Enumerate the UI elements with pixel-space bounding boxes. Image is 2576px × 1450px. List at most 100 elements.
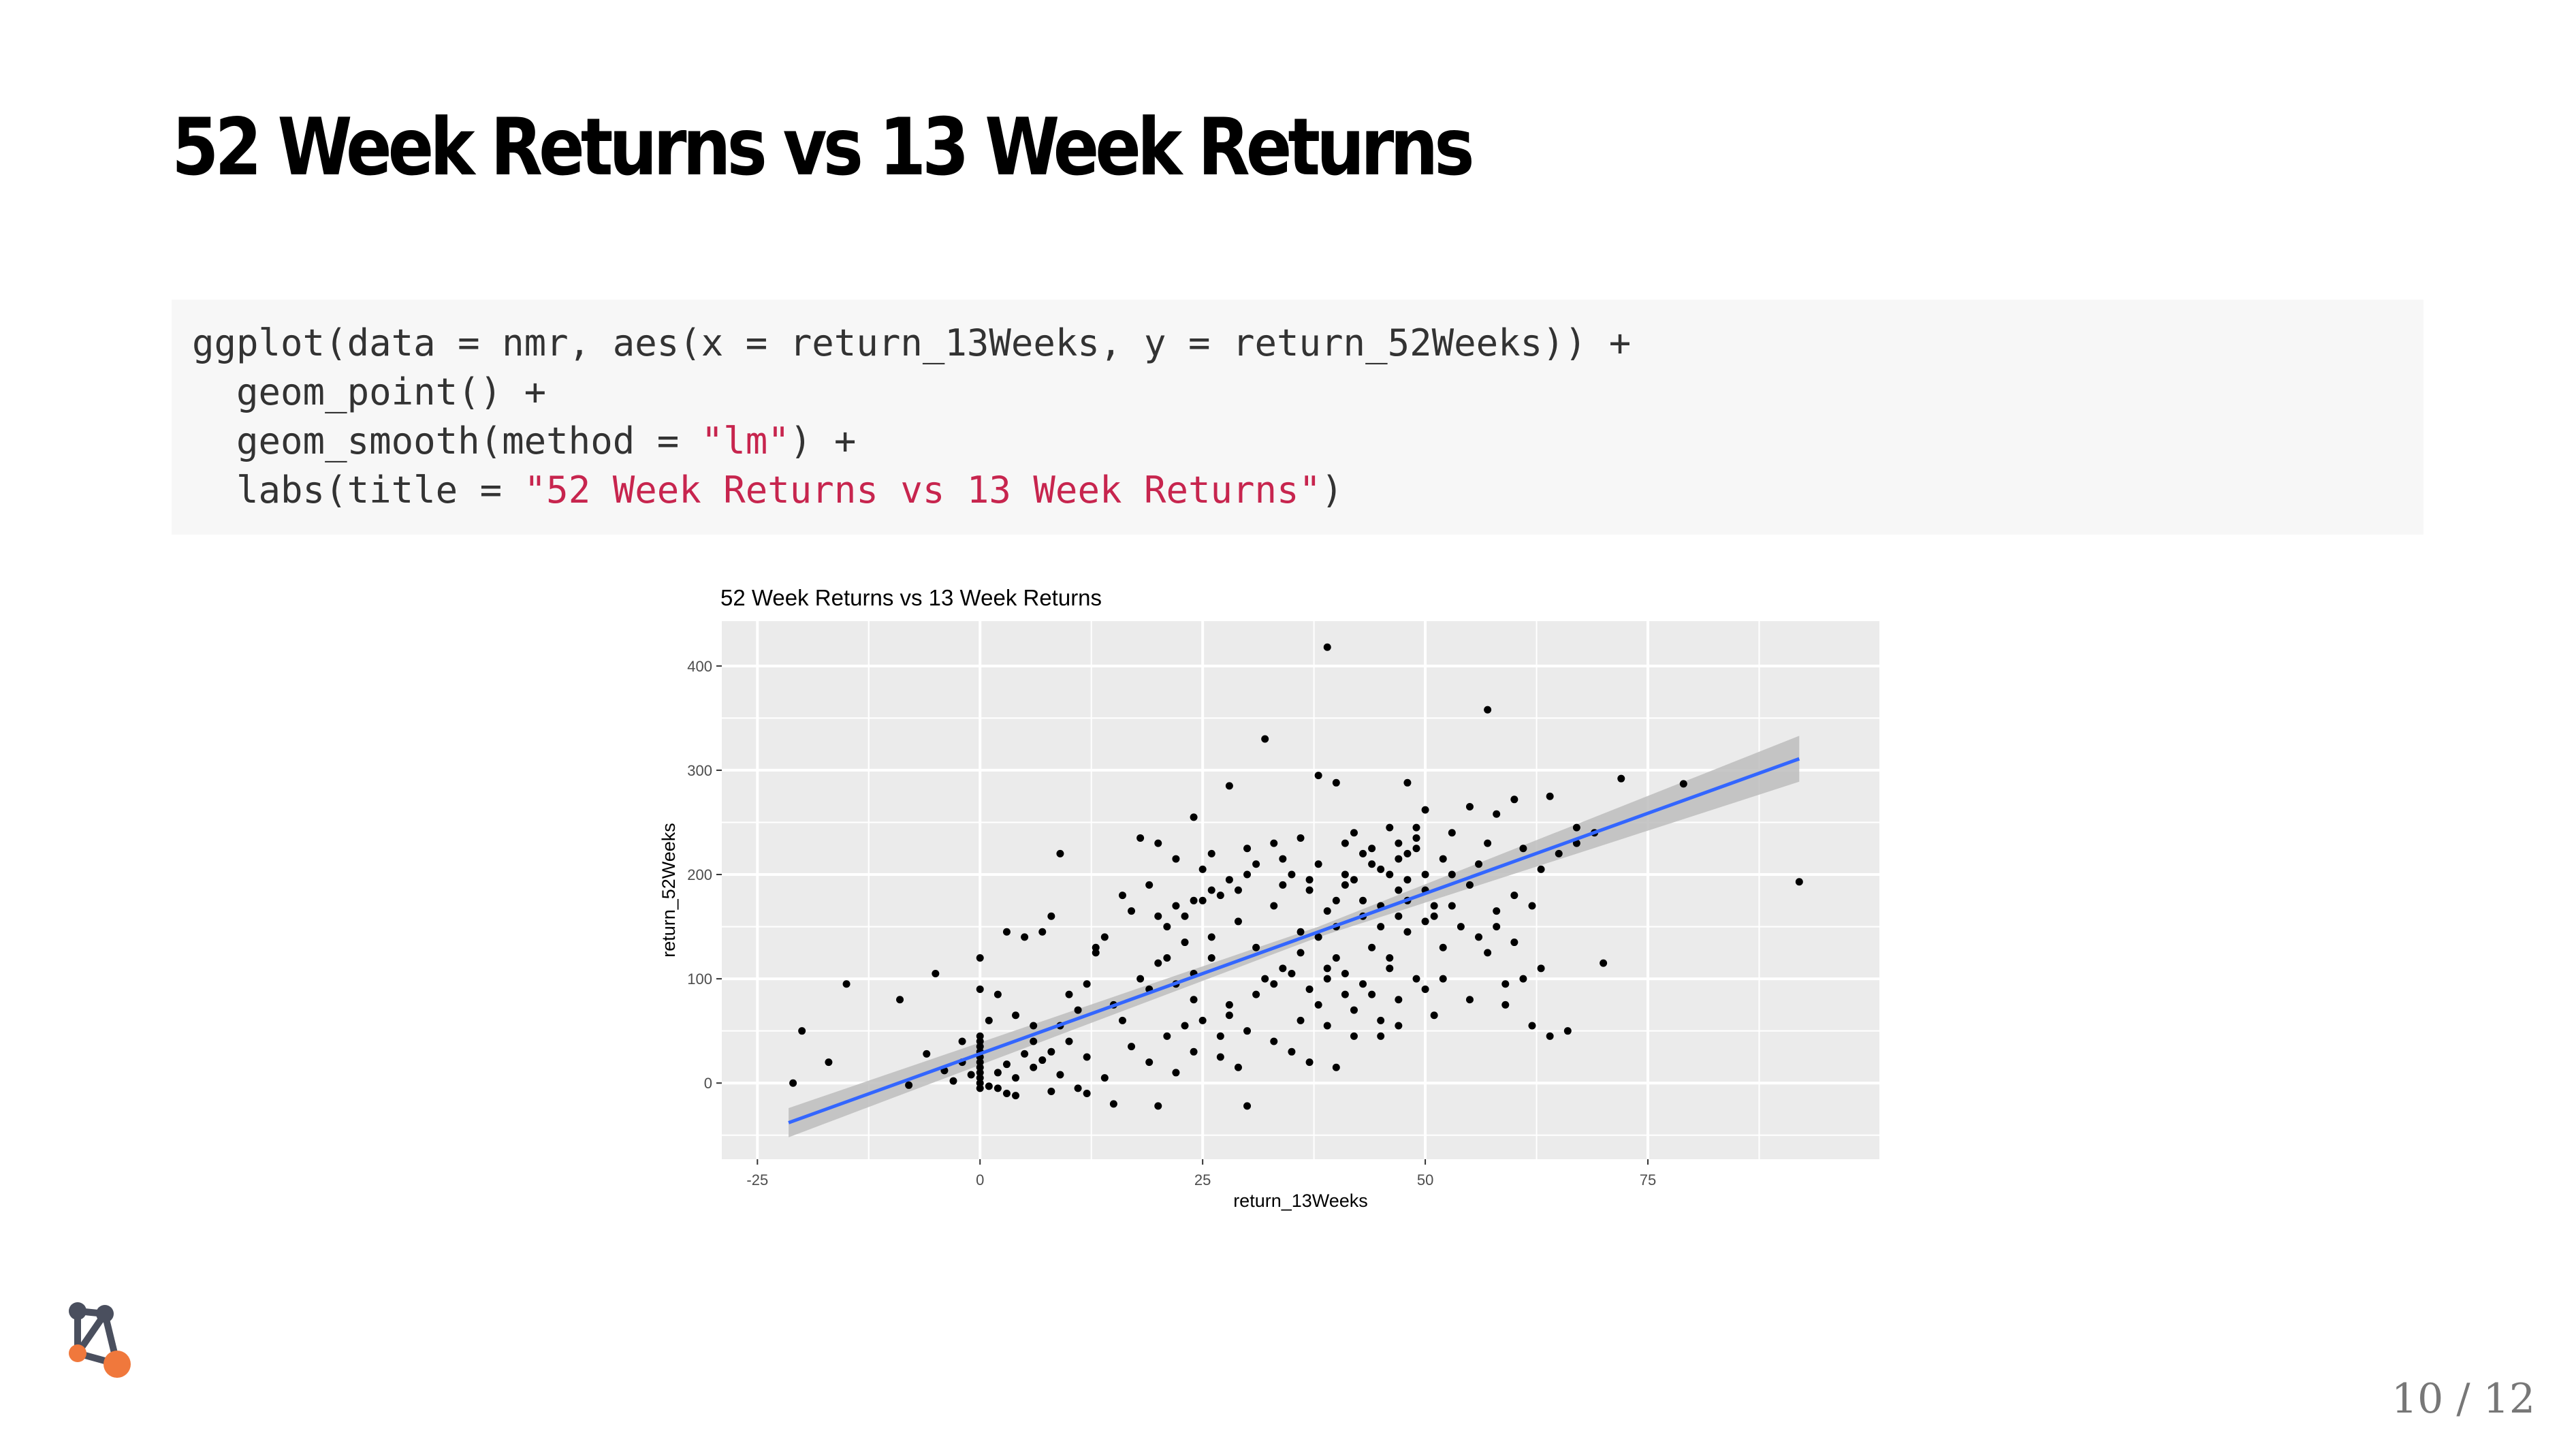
data-point — [1136, 834, 1145, 842]
data-point — [1012, 1092, 1020, 1100]
slide-title: 52 Week Returns vs 13 Week Returns — [172, 101, 1475, 193]
data-point — [1154, 959, 1162, 967]
x-tick-label: 25 — [1194, 1171, 1211, 1188]
data-point — [1198, 1016, 1207, 1024]
data-point — [1475, 860, 1483, 868]
data-point — [1439, 855, 1447, 863]
data-point — [1128, 1043, 1136, 1051]
data-point — [1350, 1032, 1358, 1040]
data-point — [1163, 954, 1171, 962]
data-point — [985, 1016, 993, 1024]
data-point — [932, 969, 940, 977]
data-point — [1323, 1022, 1331, 1030]
data-point — [1056, 1071, 1064, 1079]
data-point — [1421, 985, 1429, 993]
data-point — [1484, 706, 1492, 714]
data-point — [1047, 1087, 1055, 1095]
data-point — [1172, 1069, 1180, 1077]
data-point — [1083, 1053, 1091, 1061]
data-point — [1377, 865, 1385, 873]
data-point — [1430, 912, 1438, 920]
data-point — [1225, 1000, 1233, 1009]
data-point — [1207, 886, 1215, 894]
data-point — [1484, 949, 1492, 957]
data-point — [1617, 774, 1625, 783]
data-point — [1484, 839, 1492, 847]
data-point — [1136, 975, 1145, 983]
data-point — [1465, 881, 1474, 889]
data-point — [1350, 829, 1358, 837]
data-point — [1368, 845, 1376, 853]
data-point — [1190, 896, 1198, 904]
data-point — [1572, 823, 1580, 832]
code-line-3: geom_smooth(method = "lm") + — [192, 417, 2403, 466]
data-point — [1493, 907, 1501, 915]
network-graph-logo-icon — [69, 1302, 131, 1378]
code-text: geom_smooth(method = — [192, 420, 701, 462]
code-line-2: geom_point() + — [192, 368, 2403, 417]
data-point — [1305, 1058, 1314, 1067]
grid-lines — [722, 613, 1879, 1159]
data-point — [1270, 1037, 1278, 1045]
data-point — [1386, 964, 1394, 973]
data-point — [1403, 928, 1412, 936]
data-point — [1163, 923, 1171, 931]
data-point — [1002, 1060, 1011, 1069]
data-point — [1092, 943, 1100, 951]
data-point — [1305, 876, 1314, 884]
data-point — [1314, 860, 1322, 868]
data-point — [976, 985, 984, 993]
data-point — [896, 996, 904, 1004]
data-point — [1225, 1011, 1233, 1020]
ribbon-band — [789, 736, 1800, 1137]
data-point — [1012, 1074, 1020, 1082]
data-point — [1421, 917, 1429, 926]
data-point — [1314, 772, 1322, 780]
data-point — [1288, 969, 1296, 977]
data-point — [1528, 1022, 1536, 1030]
x-tick-label: 75 — [1640, 1171, 1656, 1188]
data-points — [789, 643, 1803, 1110]
data-point — [1305, 886, 1314, 894]
data-point — [976, 1069, 984, 1077]
y-axis-label: return_52Weeks — [658, 823, 679, 958]
data-point — [1395, 886, 1403, 894]
data-point — [1563, 1027, 1572, 1035]
data-point — [1190, 996, 1198, 1004]
data-point — [1341, 870, 1349, 879]
data-point — [1412, 834, 1420, 842]
data-point — [1386, 870, 1394, 879]
data-point — [1795, 878, 1803, 886]
data-point — [798, 1027, 806, 1035]
data-point — [1323, 975, 1331, 983]
code-line-4: labs(title = "52 Week Returns vs 13 Week… — [192, 466, 2403, 515]
x-tick-label: 50 — [1417, 1171, 1433, 1188]
data-point — [1386, 823, 1394, 832]
data-point — [1243, 1102, 1252, 1110]
data-point — [1314, 933, 1322, 941]
data-point — [1279, 964, 1287, 973]
data-point — [1216, 1032, 1224, 1040]
data-point — [1421, 870, 1429, 879]
data-point — [1368, 943, 1376, 951]
data-point — [1154, 1102, 1162, 1110]
data-point — [1386, 954, 1394, 962]
data-point — [1074, 1084, 1082, 1092]
data-point — [976, 1074, 984, 1082]
data-point — [967, 1071, 975, 1079]
data-point — [1181, 1022, 1189, 1030]
data-point — [993, 1084, 1002, 1092]
data-point — [1297, 1016, 1305, 1024]
confidence-ribbon — [789, 736, 1800, 1137]
data-point — [1332, 1063, 1340, 1071]
data-point — [1225, 876, 1233, 884]
data-point — [1243, 870, 1252, 879]
data-point — [1412, 975, 1420, 983]
data-point — [1501, 980, 1510, 988]
data-point — [1234, 917, 1242, 926]
x-tick-label: -25 — [746, 1171, 768, 1188]
data-point — [1128, 907, 1136, 915]
data-point — [1261, 735, 1269, 743]
plot-svg: 52 Week Returns vs 13 Week Returns -25 0 2… — [658, 585, 1879, 1211]
data-point — [1600, 959, 1608, 967]
